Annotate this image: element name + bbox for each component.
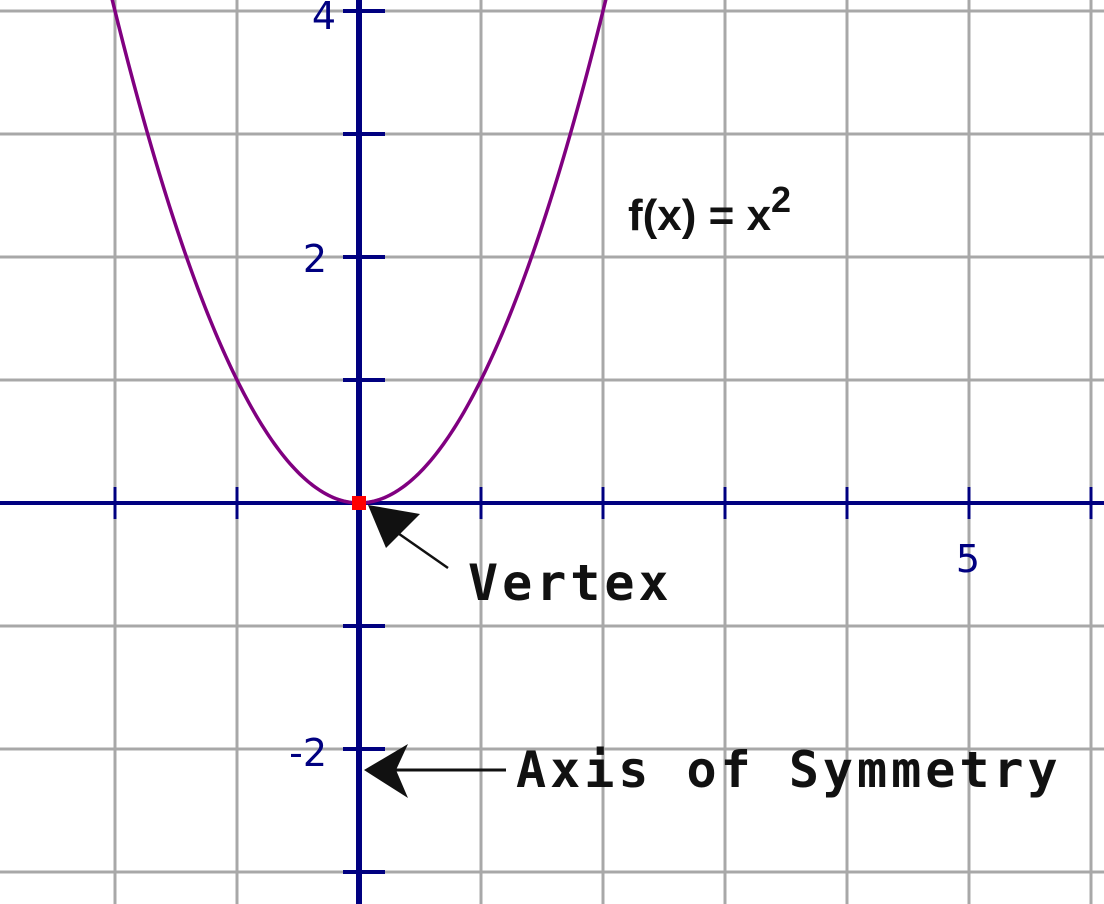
function-label-base: f(x) = x xyxy=(628,191,772,240)
function-label-exponent: 2 xyxy=(771,179,791,220)
vertex-annotation: Vertex xyxy=(368,505,673,612)
axis-of-symmetry-label: Axis of Symmetry xyxy=(516,741,1062,799)
vertex-label: Vertex xyxy=(468,554,673,612)
y-tick-label-2: 2 xyxy=(303,237,327,281)
x-tick-label-5: 5 xyxy=(956,537,980,581)
y-tick-label-neg2: -2 xyxy=(289,731,327,775)
axis-of-symmetry-annotation: Axis of Symmetry xyxy=(364,741,1062,799)
vertex-arrowhead xyxy=(368,505,420,548)
axis-of-symmetry-arrowhead xyxy=(364,744,408,798)
tick-labels: 5 4 2 -2 xyxy=(289,0,980,775)
y-tick-label-4: 4 xyxy=(312,0,336,38)
axis-ticks xyxy=(113,9,1093,874)
vertex-point xyxy=(352,496,366,510)
function-label: f(x) = x2 xyxy=(628,179,791,240)
